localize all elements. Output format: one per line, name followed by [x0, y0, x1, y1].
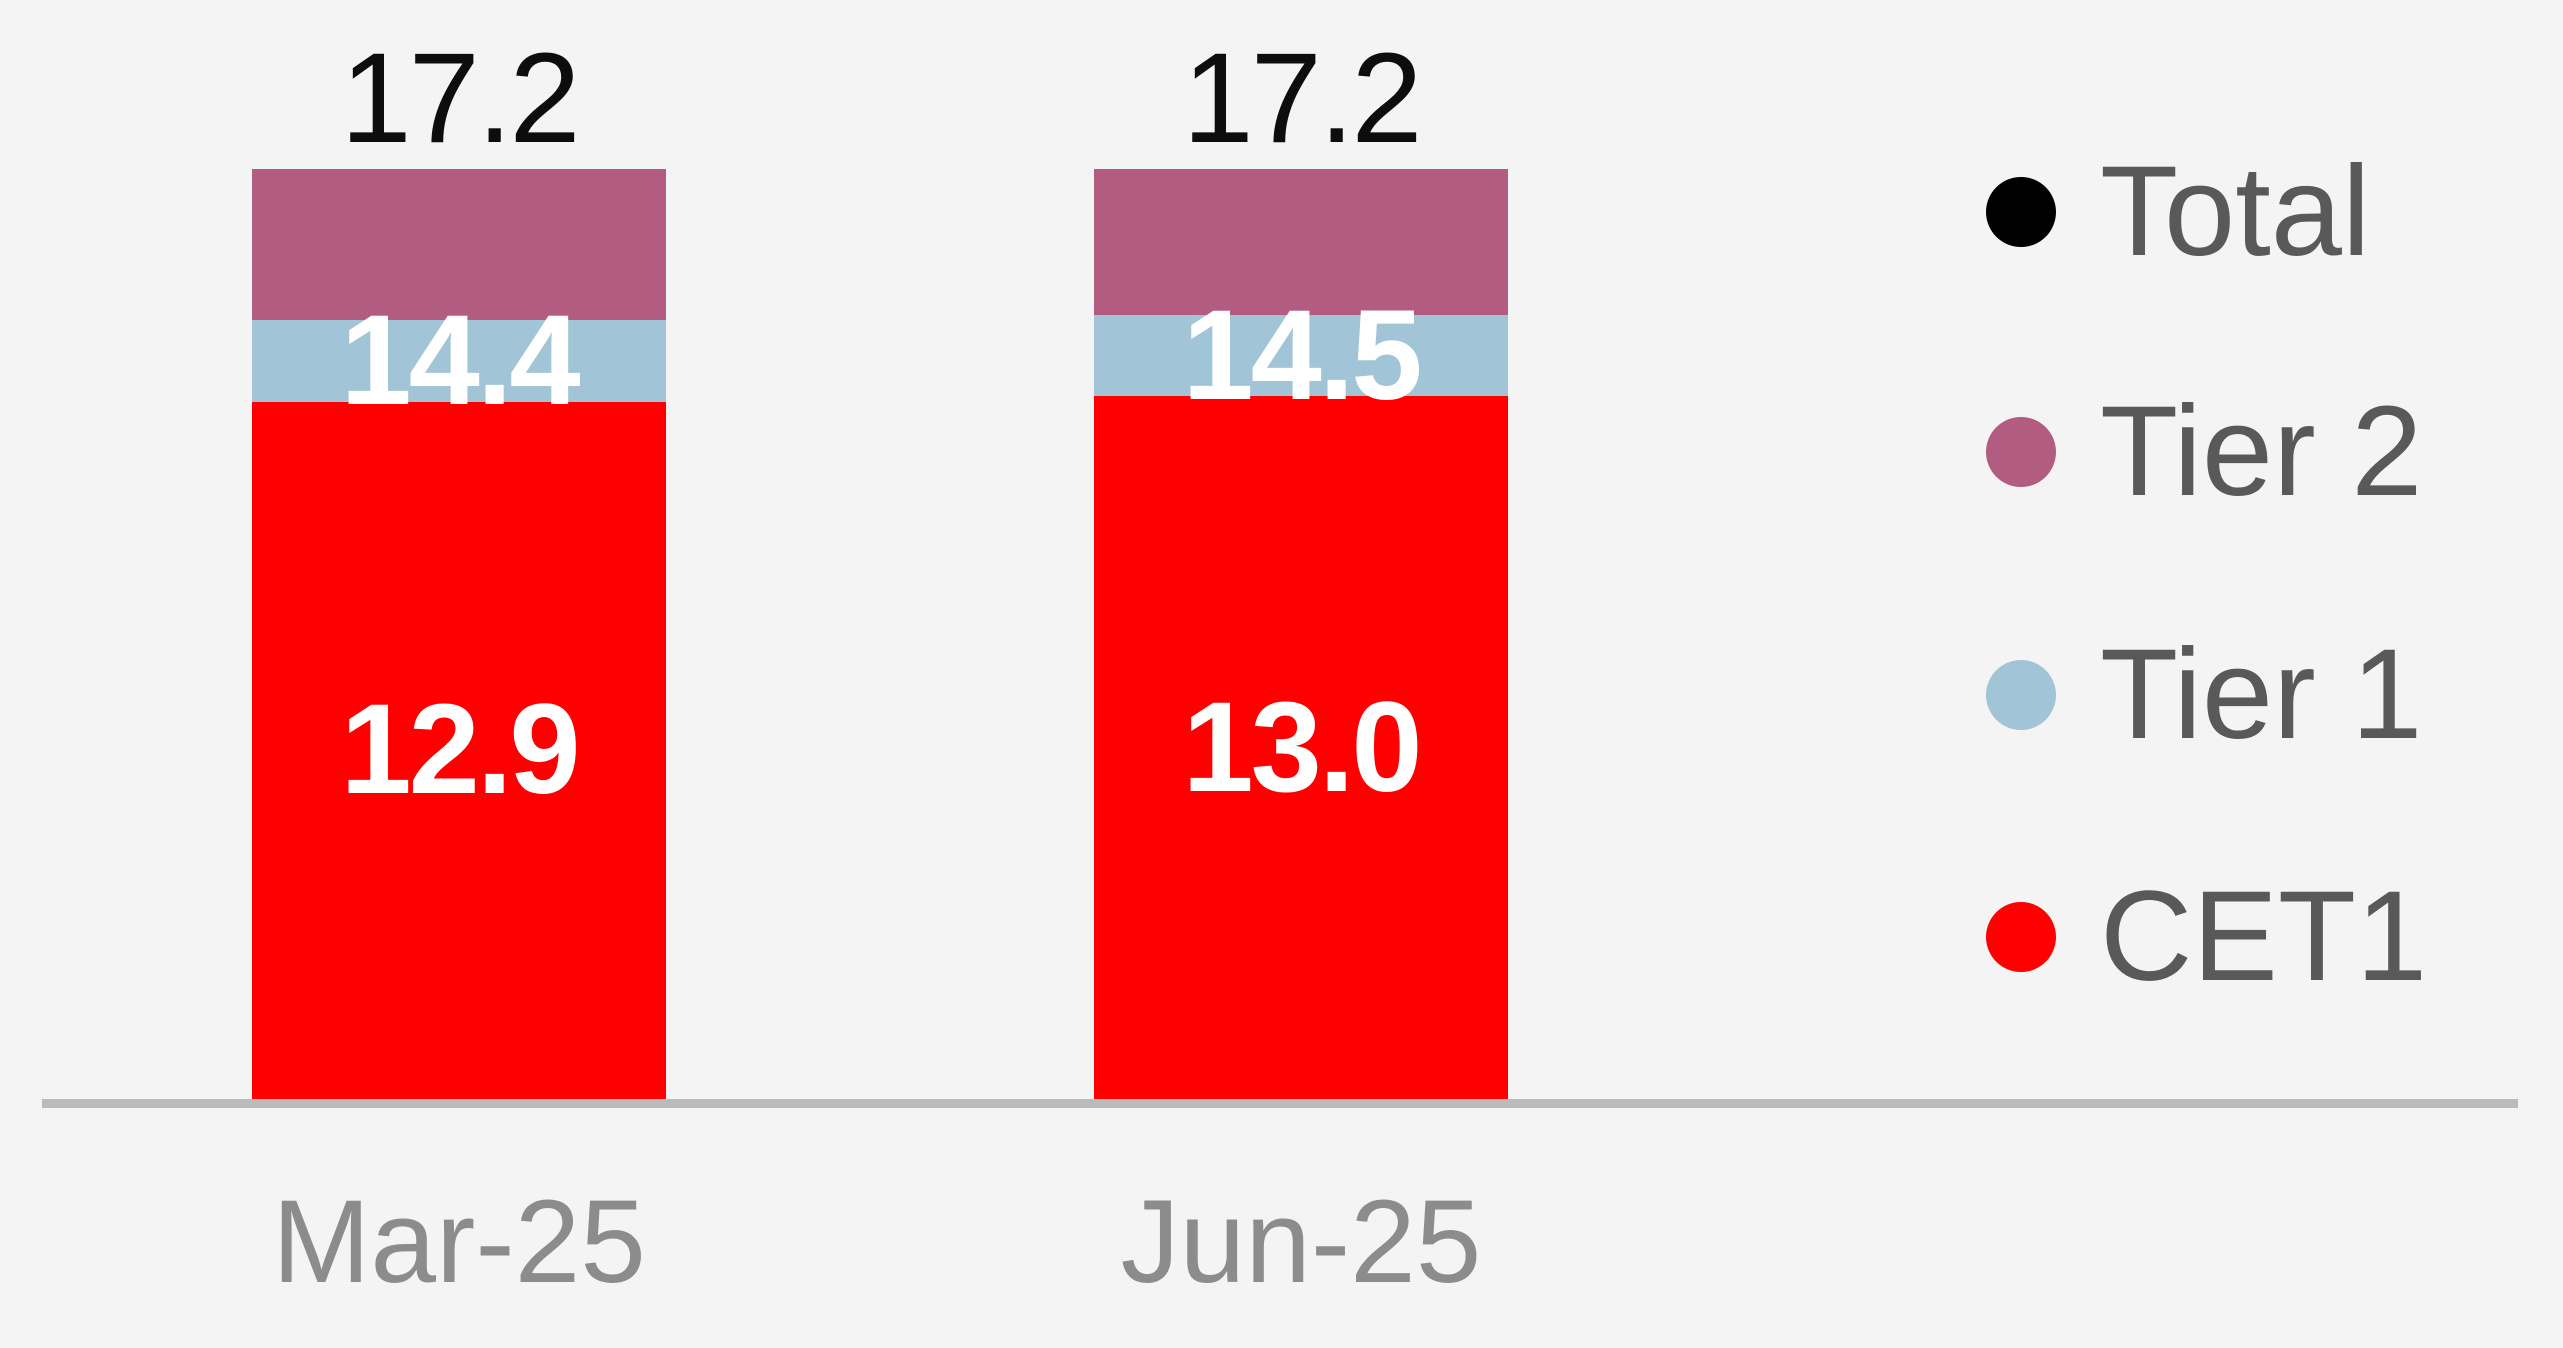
total-legend-dot-icon — [1986, 177, 2056, 247]
legend-label: Total — [2100, 140, 2371, 283]
tier2-segment — [1094, 169, 1508, 315]
legend-label: Tier 2 — [2100, 380, 2423, 523]
legend-label: Tier 1 — [2100, 623, 2423, 766]
tier1-legend-dot-icon — [1986, 660, 2056, 730]
tier1-value-label: 14.4 — [340, 288, 580, 432]
x-axis-line — [42, 1099, 2518, 1108]
total-value-label: 17.2 — [1182, 27, 1422, 171]
cet1-segment: 13.0 — [1094, 396, 1508, 1099]
tier1-segment: 14.4 — [252, 296, 666, 424]
stacked-bar: 14.4 12.9 — [252, 169, 666, 1099]
legend-item-total: Total — [1986, 147, 2370, 277]
tier2-legend-dot-icon — [1986, 417, 2056, 487]
legend-item-tier2: Tier 2 — [1986, 387, 2422, 517]
total-value-label: 17.2 — [340, 27, 580, 171]
stacked-bar: 14.5 13.0 — [1094, 169, 1508, 1099]
x-axis-label-mar-25: Mar-25 — [272, 1176, 646, 1308]
x-axis-label-jun-25: Jun-25 — [1120, 1176, 1482, 1308]
cet1-segment: 12.9 — [252, 401, 666, 1099]
tier2-segment — [252, 169, 666, 321]
cet1-value-label: 13.0 — [1182, 675, 1422, 819]
bar-group-mar-25: 17.2 14.4 12.9 — [252, 35, 666, 1099]
bar-group-jun-25: 17.2 14.5 13.0 — [1094, 35, 1508, 1099]
cet1-value-label: 12.9 — [340, 678, 580, 822]
cet1-legend-dot-icon — [1986, 902, 2056, 972]
legend-label: CET1 — [2100, 865, 2428, 1008]
legend-item-cet1: CET1 — [1986, 872, 2427, 1002]
tier1-segment: 14.5 — [1094, 291, 1508, 419]
legend-item-tier1: Tier 1 — [1986, 630, 2422, 760]
tier1-value-label: 14.5 — [1182, 283, 1422, 427]
